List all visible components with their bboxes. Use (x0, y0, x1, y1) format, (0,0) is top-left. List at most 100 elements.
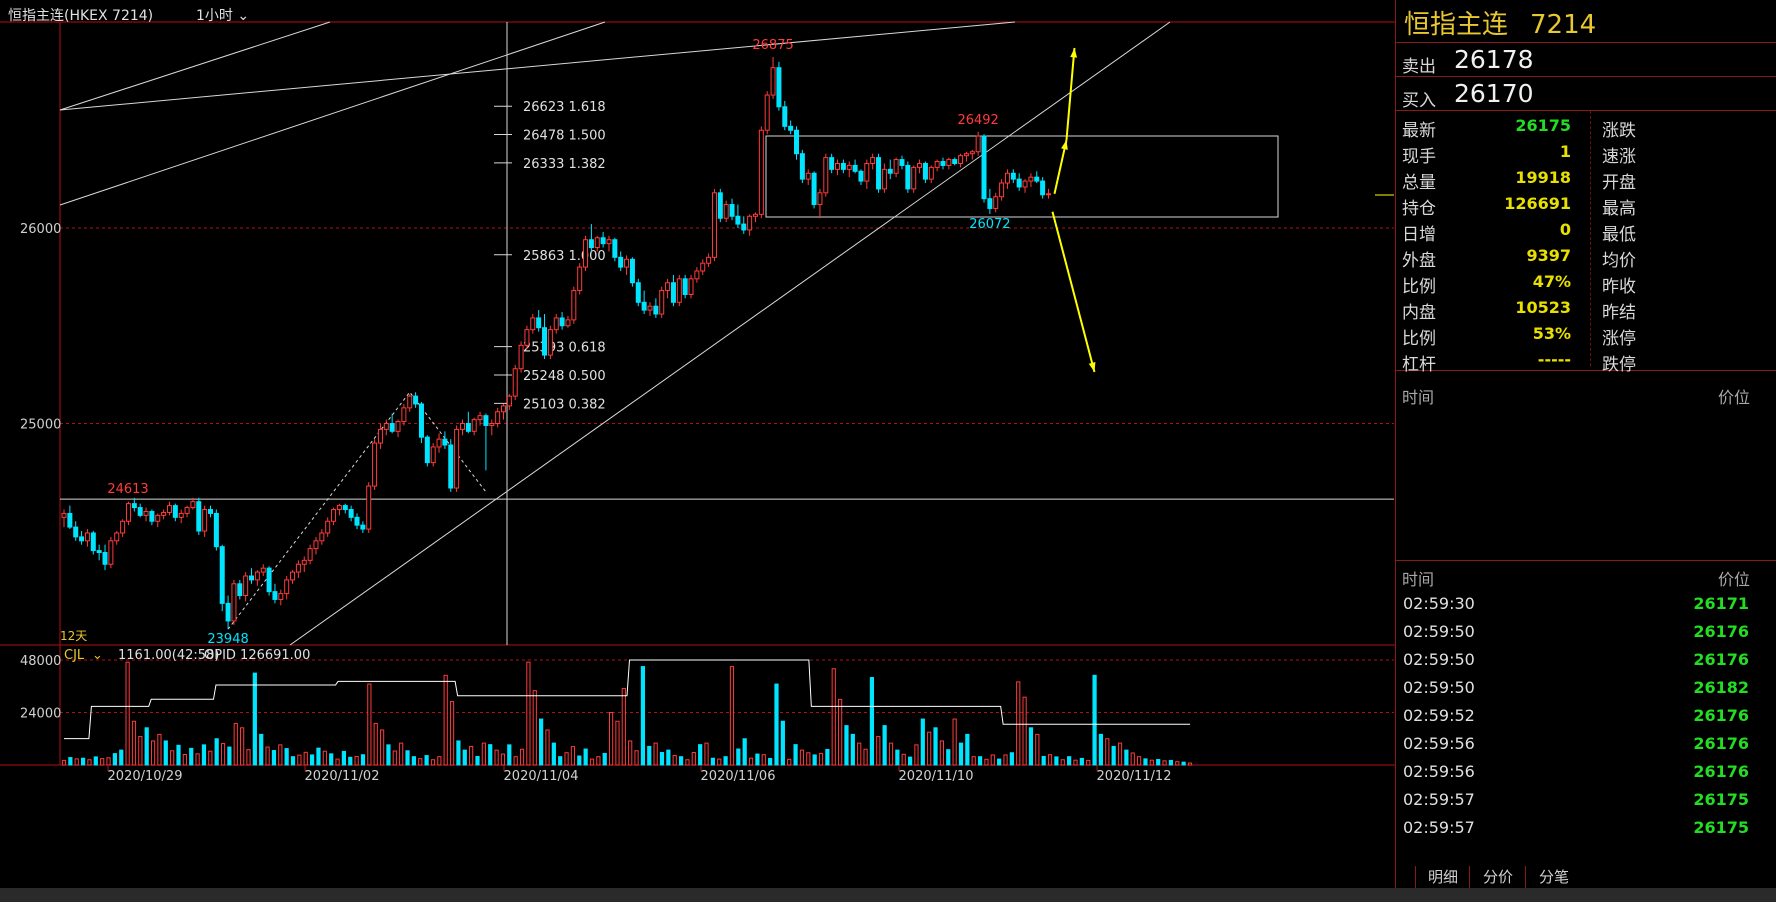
candle-up (161, 511, 167, 516)
date-tick-label: 2020/11/12 (1097, 769, 1172, 784)
candle-down (600, 237, 606, 245)
volume-bar-up (1175, 761, 1180, 766)
candle-up (958, 155, 964, 164)
volume-bar-up (1022, 696, 1027, 766)
candle-up (278, 593, 284, 600)
candle-up (647, 305, 653, 311)
volume-bar-down (780, 720, 785, 766)
candle-up (1004, 172, 1010, 184)
tab-ticks[interactable]: 分笔 (1525, 866, 1582, 888)
stat-row: 外盘 9397 均价 (1396, 243, 1776, 271)
volume-bar-up (532, 690, 537, 766)
volume-bar-down (678, 756, 684, 766)
candle-up (817, 192, 823, 206)
opid-label: OPID 126691.00 (204, 648, 310, 663)
tick-time: 02:59:52 (1403, 706, 1475, 725)
box-high-label: 26492 (957, 113, 998, 128)
stats-divider (1590, 111, 1591, 366)
box-low-label: 26072 (969, 217, 1010, 232)
volume-bar-up (220, 743, 226, 766)
instrument-code: 7214 (1530, 10, 1597, 40)
period-selector[interactable]: 1小时 ⌄ (196, 5, 249, 25)
candle-up (659, 290, 665, 315)
stat-label: 最新 (1402, 121, 1436, 141)
tick-row: 02:59:56 26176 (1396, 758, 1776, 786)
volume-bar-up (246, 749, 251, 766)
volume-bar-down (475, 755, 480, 766)
candle-down (794, 129, 799, 155)
candle-up (770, 67, 776, 96)
candle-up (243, 575, 249, 597)
candle-down (782, 106, 788, 127)
candle-up (178, 512, 184, 518)
tab-detail[interactable]: 明细 (1415, 866, 1470, 888)
volume-bar-up (672, 755, 677, 766)
fib-level-label: 26478 1.500 (523, 129, 606, 144)
candle-up (993, 196, 999, 209)
volume-bar-down (1054, 756, 1059, 766)
candle-down (1034, 176, 1040, 182)
candle-up (295, 563, 301, 573)
volume-bar-up (500, 753, 506, 766)
chart-area[interactable]: 26000 25000 48000 24000 26623 1.618 26478 1.5… (0, 0, 1395, 902)
volume-bar-down (348, 756, 353, 766)
stat-row: 杠杆 ----- 跌停 (1396, 347, 1776, 375)
candle-up (688, 278, 694, 295)
volume-bar-down (284, 748, 289, 766)
candle-down (483, 415, 489, 426)
candle-up (624, 258, 630, 268)
candle-up (1028, 176, 1034, 182)
candle-down (981, 135, 987, 200)
candle-up (999, 182, 1005, 198)
candle-down (887, 168, 893, 174)
candle-up (313, 540, 319, 550)
volume-bar-down (659, 752, 665, 766)
volume-bar-up (1149, 759, 1154, 766)
volume-bar-down (1009, 752, 1014, 766)
volume-bar-down (958, 742, 964, 766)
volume-bar-up (704, 742, 709, 766)
candle-down (342, 505, 348, 511)
stat-value: 10523 (1515, 298, 1571, 317)
volume-bar-down (360, 754, 366, 766)
volume-bar-up (469, 745, 474, 766)
candle-down (424, 436, 430, 464)
volume-bar-up (278, 744, 283, 766)
instrument-header: 恒指主连 7214 (1404, 4, 1618, 41)
candle-down (418, 403, 424, 438)
volume-bar-up (806, 752, 811, 766)
consolidation-box (765, 135, 1279, 218)
candle-up (506, 395, 512, 407)
candle-down (389, 423, 395, 432)
volume-bar-down (189, 747, 194, 766)
period-note-label: 12天 (60, 629, 87, 643)
candle-up (946, 159, 952, 166)
candle-down (413, 395, 419, 405)
tick-price: 26176 (1693, 734, 1749, 753)
candle-up (114, 532, 120, 542)
volume-bar-down (539, 718, 544, 766)
stat-row: 内盘 10523 昨结 (1396, 295, 1776, 323)
volume-bar-down (488, 744, 493, 766)
candle-up (459, 423, 465, 430)
volume-bar-up (787, 758, 792, 766)
candle-up (969, 151, 975, 155)
candle-down (131, 503, 137, 509)
volume-bar-up (990, 754, 995, 766)
candle-up (823, 157, 829, 194)
volume-bar-up (621, 687, 626, 766)
candle-down (635, 282, 641, 303)
candle-up (143, 510, 149, 516)
volume-bar-down (920, 718, 925, 766)
volume-bar-down (227, 746, 232, 766)
stat-row: 最新 26175 涨跌 (1396, 113, 1776, 141)
volume-bar-down (271, 750, 277, 766)
volume-bar-down (1028, 727, 1034, 766)
candle-up (594, 237, 600, 249)
candle-down (266, 567, 272, 593)
fib-level-label: 26623 1.618 (523, 100, 606, 115)
tab-price-dist[interactable]: 分价 (1469, 866, 1526, 888)
tick-row: 02:59:30 26171 (1396, 590, 1776, 618)
volume-bar-up (863, 748, 868, 766)
stat-right-label: 最低 (1602, 225, 1636, 245)
